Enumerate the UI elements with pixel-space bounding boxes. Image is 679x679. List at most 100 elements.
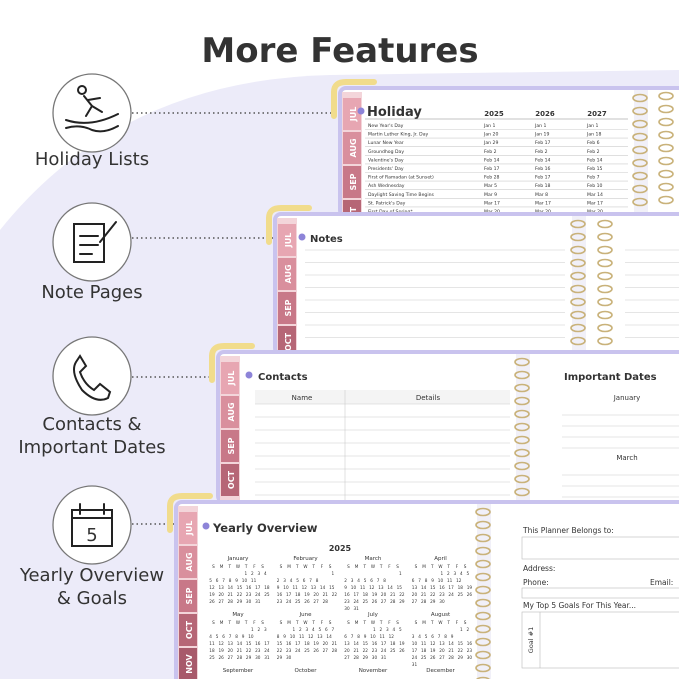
week: 1 2 3 bbox=[251, 627, 267, 632]
feature-label: Contacts & bbox=[42, 414, 141, 435]
holiday-date: Feb 10 bbox=[587, 183, 603, 189]
weekday: F bbox=[321, 564, 324, 569]
spiral-ring bbox=[597, 245, 613, 255]
column-header: Name bbox=[292, 394, 313, 402]
holiday-name: Daylight Saving Time Begins bbox=[368, 192, 435, 198]
weekday: S bbox=[347, 620, 350, 625]
spiral-ring bbox=[570, 323, 586, 333]
weekday: M bbox=[287, 564, 291, 569]
holiday-date: Feb 7 bbox=[587, 175, 600, 181]
spiral-ring bbox=[597, 284, 613, 294]
week: 1 2 3 4 5 bbox=[373, 627, 402, 632]
tab-label: AUG bbox=[227, 402, 236, 421]
holiday-date: Jan 19 bbox=[534, 132, 549, 138]
tab bbox=[343, 166, 361, 198]
holiday-date: Jan 1 bbox=[534, 123, 547, 129]
tab-label: OCT bbox=[185, 620, 194, 639]
spiral-ring bbox=[514, 474, 530, 484]
week: 13 14 15 16 17 18 19 bbox=[412, 585, 473, 590]
weekday: F bbox=[253, 564, 256, 569]
calendar-icon bbox=[71, 503, 113, 547]
spiral-ring bbox=[475, 624, 491, 634]
holiday-name: St. Patrick's Day bbox=[368, 200, 406, 206]
weekday: M bbox=[220, 620, 224, 625]
tab bbox=[179, 614, 197, 646]
week: 10 11 12 13 14 15 16 bbox=[412, 641, 473, 646]
weekday: W bbox=[236, 564, 240, 569]
weekday: F bbox=[388, 620, 391, 625]
title: More Features bbox=[201, 31, 478, 71]
spiral-ring bbox=[597, 336, 613, 346]
weekday: F bbox=[388, 564, 391, 569]
month-name: October bbox=[294, 668, 317, 674]
weekday: S bbox=[261, 564, 264, 569]
tab bbox=[179, 648, 197, 679]
tab-label: OCT bbox=[227, 470, 236, 489]
icon-circle bbox=[52, 73, 132, 153]
spiral-ring bbox=[632, 171, 648, 181]
tab-label: SEP bbox=[284, 299, 293, 316]
holiday-name: Groundhog Day bbox=[368, 149, 404, 155]
weekday: W bbox=[438, 564, 442, 569]
spiral-ring bbox=[658, 156, 674, 166]
week: 18 19 20 21 22 23 24 bbox=[209, 648, 270, 653]
tab-label: AUG bbox=[349, 138, 358, 157]
week: 1 2 bbox=[460, 627, 469, 632]
side-page bbox=[538, 355, 679, 500]
week: 6 7 8 9 10 11 12 bbox=[412, 578, 462, 583]
weekday: T bbox=[228, 620, 232, 625]
spiral-ring bbox=[658, 130, 674, 140]
spiral-ring bbox=[658, 117, 674, 127]
weekday: T bbox=[295, 620, 299, 625]
side-label: Goal #1 bbox=[527, 627, 535, 653]
spiral-ring bbox=[570, 336, 586, 346]
month-label: March bbox=[616, 454, 637, 462]
weekday: S bbox=[415, 564, 418, 569]
side-label: Address: bbox=[523, 564, 555, 573]
month-name: November bbox=[359, 668, 388, 674]
week: 12 13 14 15 16 17 18 bbox=[209, 585, 270, 590]
holiday-date: Feb 14 bbox=[587, 157, 603, 163]
holiday-date: Mar 5 bbox=[484, 183, 497, 189]
spiral-ring bbox=[570, 310, 586, 320]
weekday: F bbox=[253, 620, 256, 625]
spiral-ring bbox=[597, 219, 613, 229]
holiday-name: First of Ramadan (at Sunset) bbox=[368, 175, 434, 181]
clip bbox=[266, 205, 312, 245]
weekday: W bbox=[236, 620, 240, 625]
weekday: S bbox=[347, 564, 350, 569]
weekday: S bbox=[464, 564, 467, 569]
tab bbox=[221, 396, 239, 428]
tab bbox=[278, 224, 296, 256]
icons bbox=[52, 73, 132, 565]
month-name: December bbox=[426, 668, 455, 674]
spiral-ring bbox=[475, 559, 491, 569]
spiral-ring bbox=[597, 323, 613, 333]
spiral-ring bbox=[475, 572, 491, 582]
weekday: W bbox=[371, 564, 375, 569]
surfer bbox=[65, 95, 119, 133]
tab bbox=[221, 362, 239, 394]
weekday: M bbox=[287, 620, 291, 625]
spiral-ring bbox=[632, 93, 648, 103]
goal-box bbox=[521, 611, 679, 669]
tab-label: JUL bbox=[349, 107, 358, 123]
week: 1 bbox=[332, 571, 335, 576]
spiral-ring bbox=[658, 169, 674, 179]
weekday: T bbox=[295, 564, 299, 569]
weekday: T bbox=[363, 564, 367, 569]
note-icon bbox=[73, 221, 117, 263]
month-name: April bbox=[434, 556, 447, 562]
holiday-date: Jan 1 bbox=[483, 123, 496, 129]
spiral-ring bbox=[514, 396, 530, 406]
month-label: January bbox=[613, 394, 641, 402]
spiral-ring bbox=[475, 520, 491, 530]
week: 9 10 11 12 13 14 15 bbox=[344, 585, 402, 590]
spiral-ring bbox=[514, 461, 530, 471]
week: 27 28 29 30 31 bbox=[344, 655, 386, 660]
week: 2 3 4 5 6 7 8 bbox=[344, 578, 386, 583]
weekday: M bbox=[355, 564, 359, 569]
month-name: June bbox=[299, 612, 313, 618]
weekday: S bbox=[261, 620, 264, 625]
holiday-date: Feb 18 bbox=[535, 183, 551, 189]
